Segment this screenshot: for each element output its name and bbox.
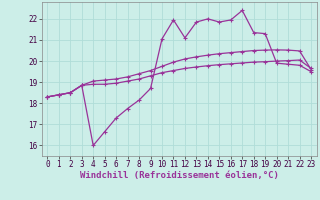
- X-axis label: Windchill (Refroidissement éolien,°C): Windchill (Refroidissement éolien,°C): [80, 171, 279, 180]
